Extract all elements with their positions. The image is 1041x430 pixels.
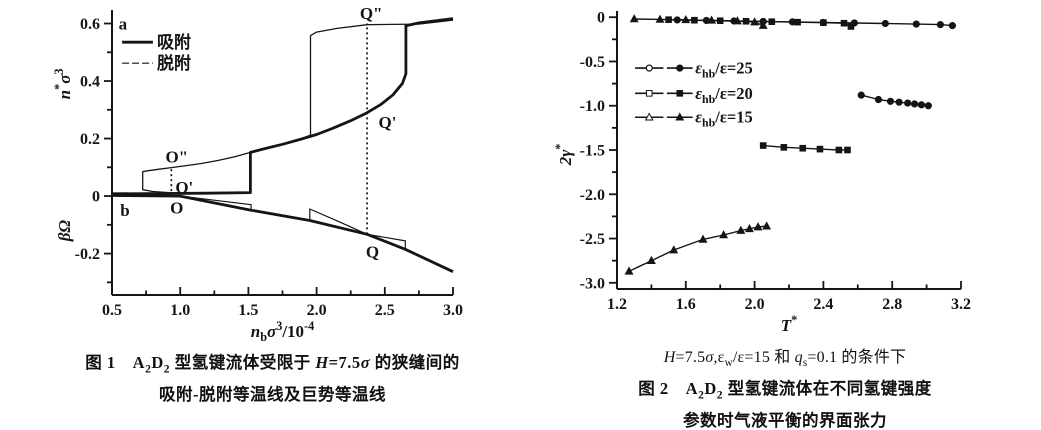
fig1-caption-line1: 图 1 A2D2 型氢键流体受限于 H=7.5σ 的狭缝间的: [85, 353, 460, 376]
svg-text:2.0: 2.0: [307, 302, 327, 319]
svg-text:1.6: 1.6: [676, 296, 696, 313]
series-adsorption-isotherm: [111, 17, 454, 196]
series-eps25-liquid-branch: [857, 91, 932, 110]
figure-1: 0.5 1.0 1.5 2.0 2.5 3.0 0.6 0.4 0.2 0 -0.2 nbσ3/10-…: [15, 0, 530, 408]
svg-text:-1.5: -1.5: [580, 143, 605, 160]
svg-text:1.5: 1.5: [238, 302, 258, 319]
svg-text:3.0: 3.0: [443, 302, 463, 319]
svg-text:0.2: 0.2: [80, 131, 100, 148]
fig2-caption-line1: 图 2 A2D2 型氢键流体在不同氢键强度: [638, 379, 932, 402]
svg-text:-2.5: -2.5: [580, 231, 605, 248]
series-desorption-isotherm: [142, 19, 454, 194]
fig1-point-label-a: a: [119, 15, 128, 34]
fig1-isotherm-chart: 0.5 1.0 1.5 2.0 2.5 3.0 0.6 0.4 0.2 0 -0.2 nbσ3/10-…: [52, 4, 463, 344]
svg-text:脱附: 脱附: [157, 53, 191, 73]
svg-text:吸附: 吸附: [157, 32, 191, 52]
svg-text:εhb/ε=20: εhb/ε=20: [695, 84, 753, 106]
series-grand-potential-desorption-high: [309, 208, 406, 250]
density-axis-label: n*σ3: [52, 68, 74, 99]
svg-text:-2.0: -2.0: [580, 187, 605, 204]
fig2-axes: [616, 11, 961, 290]
fig1-axes: [111, 10, 453, 296]
svg-text:0.4: 0.4: [80, 74, 100, 91]
svg-text:εhb/ε=25: εhb/ε=25: [695, 59, 753, 81]
svg-text:1.0: 1.0: [170, 302, 190, 319]
fig1-x-axis-label: nbσ3/10-4: [251, 319, 315, 344]
svg-text:1.2: 1.2: [607, 296, 627, 313]
svg-text:2.8: 2.8: [882, 296, 902, 313]
svg-text:0: 0: [92, 189, 100, 206]
fig1-point-label-Qp: Q": [360, 4, 383, 23]
svg-text:-0.2: -0.2: [75, 246, 100, 263]
svg-text:3.2: 3.2: [951, 296, 971, 313]
series-grand-potential-adsorption: [111, 194, 454, 273]
fig1-point-label-Qp: Q': [379, 113, 397, 132]
series-eps15-liquid-branch: [624, 221, 772, 275]
series-eps20-liquid-branch: [759, 142, 851, 154]
svg-text:0: 0: [597, 10, 605, 27]
fig1-point-label-O: O: [170, 199, 183, 218]
fig1-point-label-Q: Q: [366, 242, 379, 261]
surface-tension-axis-label: 2γ*: [553, 144, 575, 167]
svg-text:2.4: 2.4: [813, 296, 833, 313]
fig1-caption-line2: 吸附-脱附等温线及巨势等温线: [159, 385, 386, 405]
fig2-surface-tension-chart: 1.2 1.6 2.0 2.4 2.8 3.2 0 -0.5 -1.0 -1.5 -2.0 -2.5 -…: [553, 10, 971, 335]
fig1-tick-labels: 0.5 1.0 1.5 2.0 2.5 3.0 0.6 0.4 0.2 0 -0.2: [75, 16, 463, 319]
figure-2: 1.2 1.6 2.0 2.4 2.8 3.2 0 -0.5 -1.0 -1.5 -2.0 -2.5 -…: [545, 0, 1025, 430]
fig2-condition-line: H=7.5σ,εw/ε=15 和 qs=0.1 的条件下: [663, 349, 907, 370]
fig2-x-axis-label: T*: [781, 313, 798, 335]
fig1-point-label-Op: O": [165, 147, 188, 166]
svg-text:0.6: 0.6: [80, 16, 100, 33]
svg-text:0.5: 0.5: [102, 302, 122, 319]
svg-text:2.0: 2.0: [745, 296, 765, 313]
fig1-point-label-Op: O': [175, 178, 193, 197]
fig1-point-label-b: b: [120, 201, 129, 220]
svg-text:-1.0: -1.0: [580, 98, 605, 115]
fig1-ticks: [104, 22, 454, 295]
grand-potential-axis-label: βΩ: [55, 220, 74, 243]
series-grand-potential-desorption-low: [180, 195, 252, 211]
svg-text:2.5: 2.5: [375, 302, 395, 319]
fig2-tick-labels: 1.2 1.6 2.0 2.4 2.8 3.2 0 -0.5 -1.0 -1.5 -2.0 -2.5 -…: [580, 10, 971, 313]
svg-text:-0.5: -0.5: [580, 54, 605, 71]
series-eps15-vapor-branch: [629, 14, 768, 29]
svg-text:εhb/ε=15: εhb/ε=15: [695, 108, 753, 130]
fig2-caption-line2: 参数时气液平衡的界面张力: [683, 411, 887, 430]
svg-text:-3.0: -3.0: [580, 275, 605, 292]
fig1-caption: 图 1 A2D2 型氢键流体受限于 H=7.5σ 的狭缝间的 吸附-脱附等温线及…: [15, 350, 530, 408]
fig2-ticks: [609, 16, 962, 289]
fig2-caption: H=7.5σ,εw/ε=15 和 qs=0.1 的条件下 图 2 A2D2 型氢…: [545, 345, 1025, 430]
